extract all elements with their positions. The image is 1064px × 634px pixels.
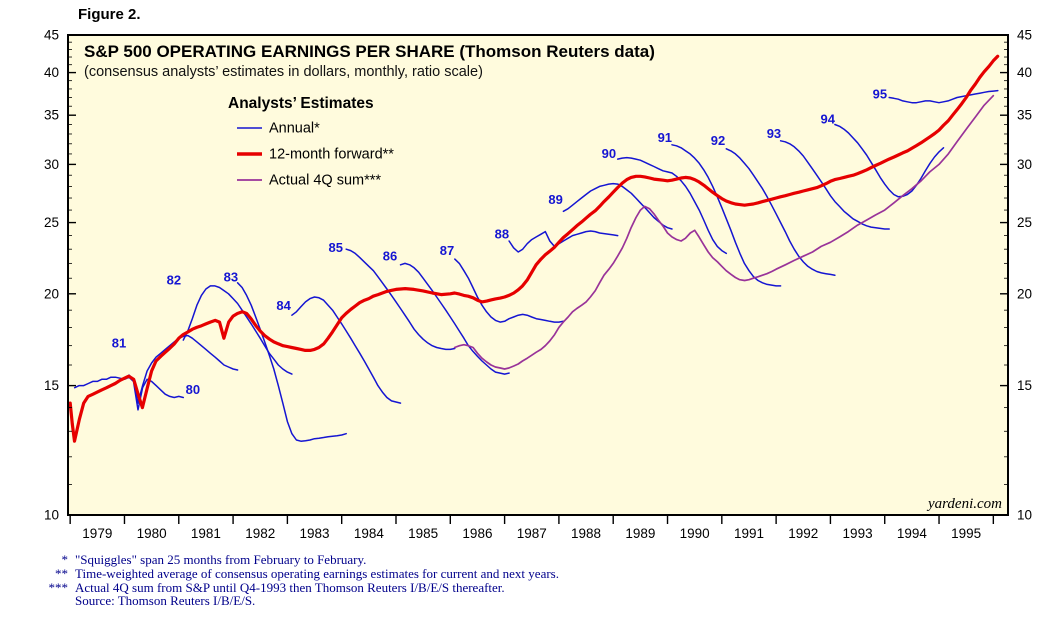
y-axis-label-left: 40: [44, 65, 59, 80]
legend-actual-label: Actual 4Q sum***: [269, 173, 381, 189]
chart-title: S&P 500 OPERATING EARNINGS PER SHARE (Th…: [84, 42, 655, 61]
x-axis-label: 1990: [680, 526, 710, 541]
squiggle-labels-layer: 80 81 82 83 84 85 86 87 88 89 90 91 92 93 94 95: [112, 86, 887, 397]
y-axis-label-left: 10: [44, 508, 59, 523]
y-axis-label-right: 40: [1017, 65, 1032, 80]
y-axis-label-left: 20: [44, 286, 59, 301]
y-axis-label-right: 10: [1017, 508, 1032, 523]
y-axis-label-right: 15: [1017, 378, 1032, 393]
squiggle-89: [562, 182, 673, 230]
y-axis-label-right: 20: [1017, 286, 1032, 301]
footnote-marker: *: [61, 552, 69, 567]
squiggle-year-label: 88: [495, 226, 509, 241]
footnote-squiggles: * "Squiggles" span 25 months from Februa…: [22, 553, 559, 567]
legend-header: Analysts’ Estimates: [228, 95, 374, 112]
y-axis-label-right: 45: [1017, 28, 1032, 43]
squiggle-92: [725, 148, 836, 276]
squiggle-year-label: 86: [383, 248, 397, 263]
y-axis-label-right: 30: [1017, 157, 1032, 172]
watermark-yardeni: yardeni.com: [926, 496, 1002, 512]
plot-background: [68, 35, 1008, 515]
x-axis-label: 1985: [408, 526, 438, 541]
squiggle-year-label: 89: [548, 192, 562, 207]
forward-12m-line: [68, 54, 1000, 443]
x-axis-label: 1993: [843, 526, 873, 541]
legend-annual-label: Annual*: [269, 121, 320, 137]
squiggle-90: [616, 156, 728, 255]
actual-4q-sum-line: [453, 94, 995, 370]
x-axis-label: 1980: [137, 526, 167, 541]
squiggle-year-label: 81: [112, 336, 126, 351]
x-axis-label: 1994: [897, 526, 928, 541]
squiggle-year-label: 94: [820, 112, 835, 127]
source-line: Source: Thomson Reuters I/B/E/S.: [22, 594, 559, 608]
footnote-text: Source: Thomson Reuters I/B/E/S.: [75, 593, 256, 609]
squiggle-year-label: 85: [328, 240, 342, 255]
footnotes: * "Squiggles" span 25 months from Februa…: [22, 553, 559, 608]
y-axis-label-left: 35: [44, 108, 59, 123]
x-axis-label: 1991: [734, 526, 764, 541]
y-axis-label-left: 45: [44, 28, 59, 43]
squiggle-year-label: 87: [440, 243, 454, 258]
squiggle-87: [454, 258, 565, 323]
x-axis-label: 1995: [951, 526, 981, 541]
squiggle-year-label: 95: [873, 86, 887, 101]
footnote-marker: **: [55, 565, 68, 581]
squiggle-88: [508, 230, 619, 253]
footnote-marker: [22, 594, 75, 608]
footnote-text: "Squiggles" span 25 months from February…: [75, 552, 367, 567]
squiggle-86: [399, 262, 510, 375]
legend-forward-label: 12-month forward**: [269, 147, 394, 163]
footnote-text: Actual 4Q sum from S&P until Q4-1993 the…: [75, 579, 505, 595]
y-axis-label-left: 15: [44, 378, 59, 393]
figure-label: Figure 2.: [78, 6, 141, 23]
squiggle-year-label: 90: [602, 146, 616, 161]
series-layer: [68, 54, 1000, 443]
x-axis-label: 1982: [245, 526, 275, 541]
x-axis-label: 1979: [82, 526, 112, 541]
squiggle-93: [779, 140, 890, 230]
y-axis-label-left: 25: [44, 215, 59, 230]
x-axis-label: 1992: [788, 526, 818, 541]
y-axis-label-right: 25: [1017, 215, 1032, 230]
x-axis-label: 1986: [462, 526, 492, 541]
squiggle-year-label: 92: [711, 133, 725, 148]
axis-layer: 10 10 15 15 20 20 25 25 30 30 35 35 40 40 45 45 1979 1980…: [44, 28, 1032, 542]
y-axis-label-right: 35: [1017, 108, 1032, 123]
footnote-actual: *** Actual 4Q sum from S&P until Q4-1993…: [22, 579, 559, 595]
x-axis-label: 1987: [517, 526, 547, 541]
squiggle-84: [291, 296, 402, 404]
squiggle-82: [182, 285, 293, 375]
squiggle-95: [888, 89, 999, 104]
squiggle-94: [834, 123, 945, 198]
x-axis-label: 1989: [625, 526, 655, 541]
legend: Analysts’ Estimates Annual* 12-month for…: [228, 95, 394, 189]
squiggle-year-label: 82: [167, 272, 181, 287]
squiggle-year-label: 93: [767, 126, 781, 141]
squiggle-83: [236, 282, 347, 442]
x-axis-label: 1983: [300, 526, 330, 541]
footnote-marker: ***: [48, 579, 69, 595]
x-axis-label: 1988: [571, 526, 601, 541]
y-axis-label-left: 30: [44, 157, 59, 172]
squiggle-91: [671, 144, 782, 287]
plot-border: [67, 34, 1009, 516]
footnote-text: Time-weighted average of consensus opera…: [75, 565, 559, 581]
x-axis-label: 1981: [191, 526, 221, 541]
chart-subtitle: (consensus analysts’ estimates in dollar…: [84, 64, 483, 80]
squiggle-year-label: 80: [186, 382, 200, 397]
squiggle-85: [345, 248, 456, 351]
squiggle-year-label: 83: [224, 269, 238, 284]
footnote-forward: ** Time-weighted average of consensus op…: [22, 565, 559, 581]
x-axis-label: 1984: [354, 526, 385, 541]
squiggle-year-label: 84: [276, 298, 291, 313]
squiggle-year-label: 91: [658, 130, 672, 145]
